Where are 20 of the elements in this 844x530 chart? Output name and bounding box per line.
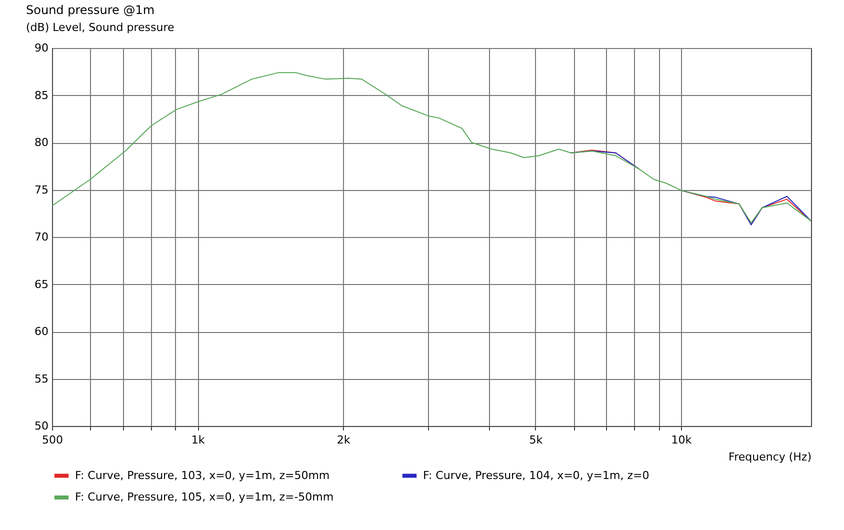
y-tick-label: 65 xyxy=(34,278,48,291)
x-axis-title: Frequency (Hz) xyxy=(728,450,812,464)
y-tick-label: 70 xyxy=(34,230,48,244)
x-tick-label: 2k xyxy=(336,434,351,446)
legend-label: F: Curve, Pressure, 104, x=0, y=1m, z=0 xyxy=(423,468,650,482)
y-tick-label: 60 xyxy=(34,325,48,338)
chart-title: Sound pressure @1m xyxy=(26,3,155,17)
y-tick-label: 55 xyxy=(34,372,48,386)
y-tick-label: 90 xyxy=(34,42,48,54)
x-tick-label: 5k xyxy=(529,434,544,446)
x-tick-label: 1k xyxy=(191,434,206,446)
y-tick-label: 85 xyxy=(34,88,48,102)
legend-label: F: Curve, Pressure, 103, x=0, y=1m, z=50mm xyxy=(75,468,330,482)
x-tick-label: 500 xyxy=(42,434,63,446)
legend-label: F: Curve, Pressure, 105, x=0, y=1m, z=-50mm xyxy=(75,490,334,504)
y-tick-label: 50 xyxy=(34,420,48,432)
x-tick-label: 10k xyxy=(671,434,692,446)
y-axis-title: (dB) Level, Sound pressure xyxy=(26,21,175,34)
y-tick-label: 75 xyxy=(34,183,48,196)
y-tick-label: 80 xyxy=(34,136,48,149)
